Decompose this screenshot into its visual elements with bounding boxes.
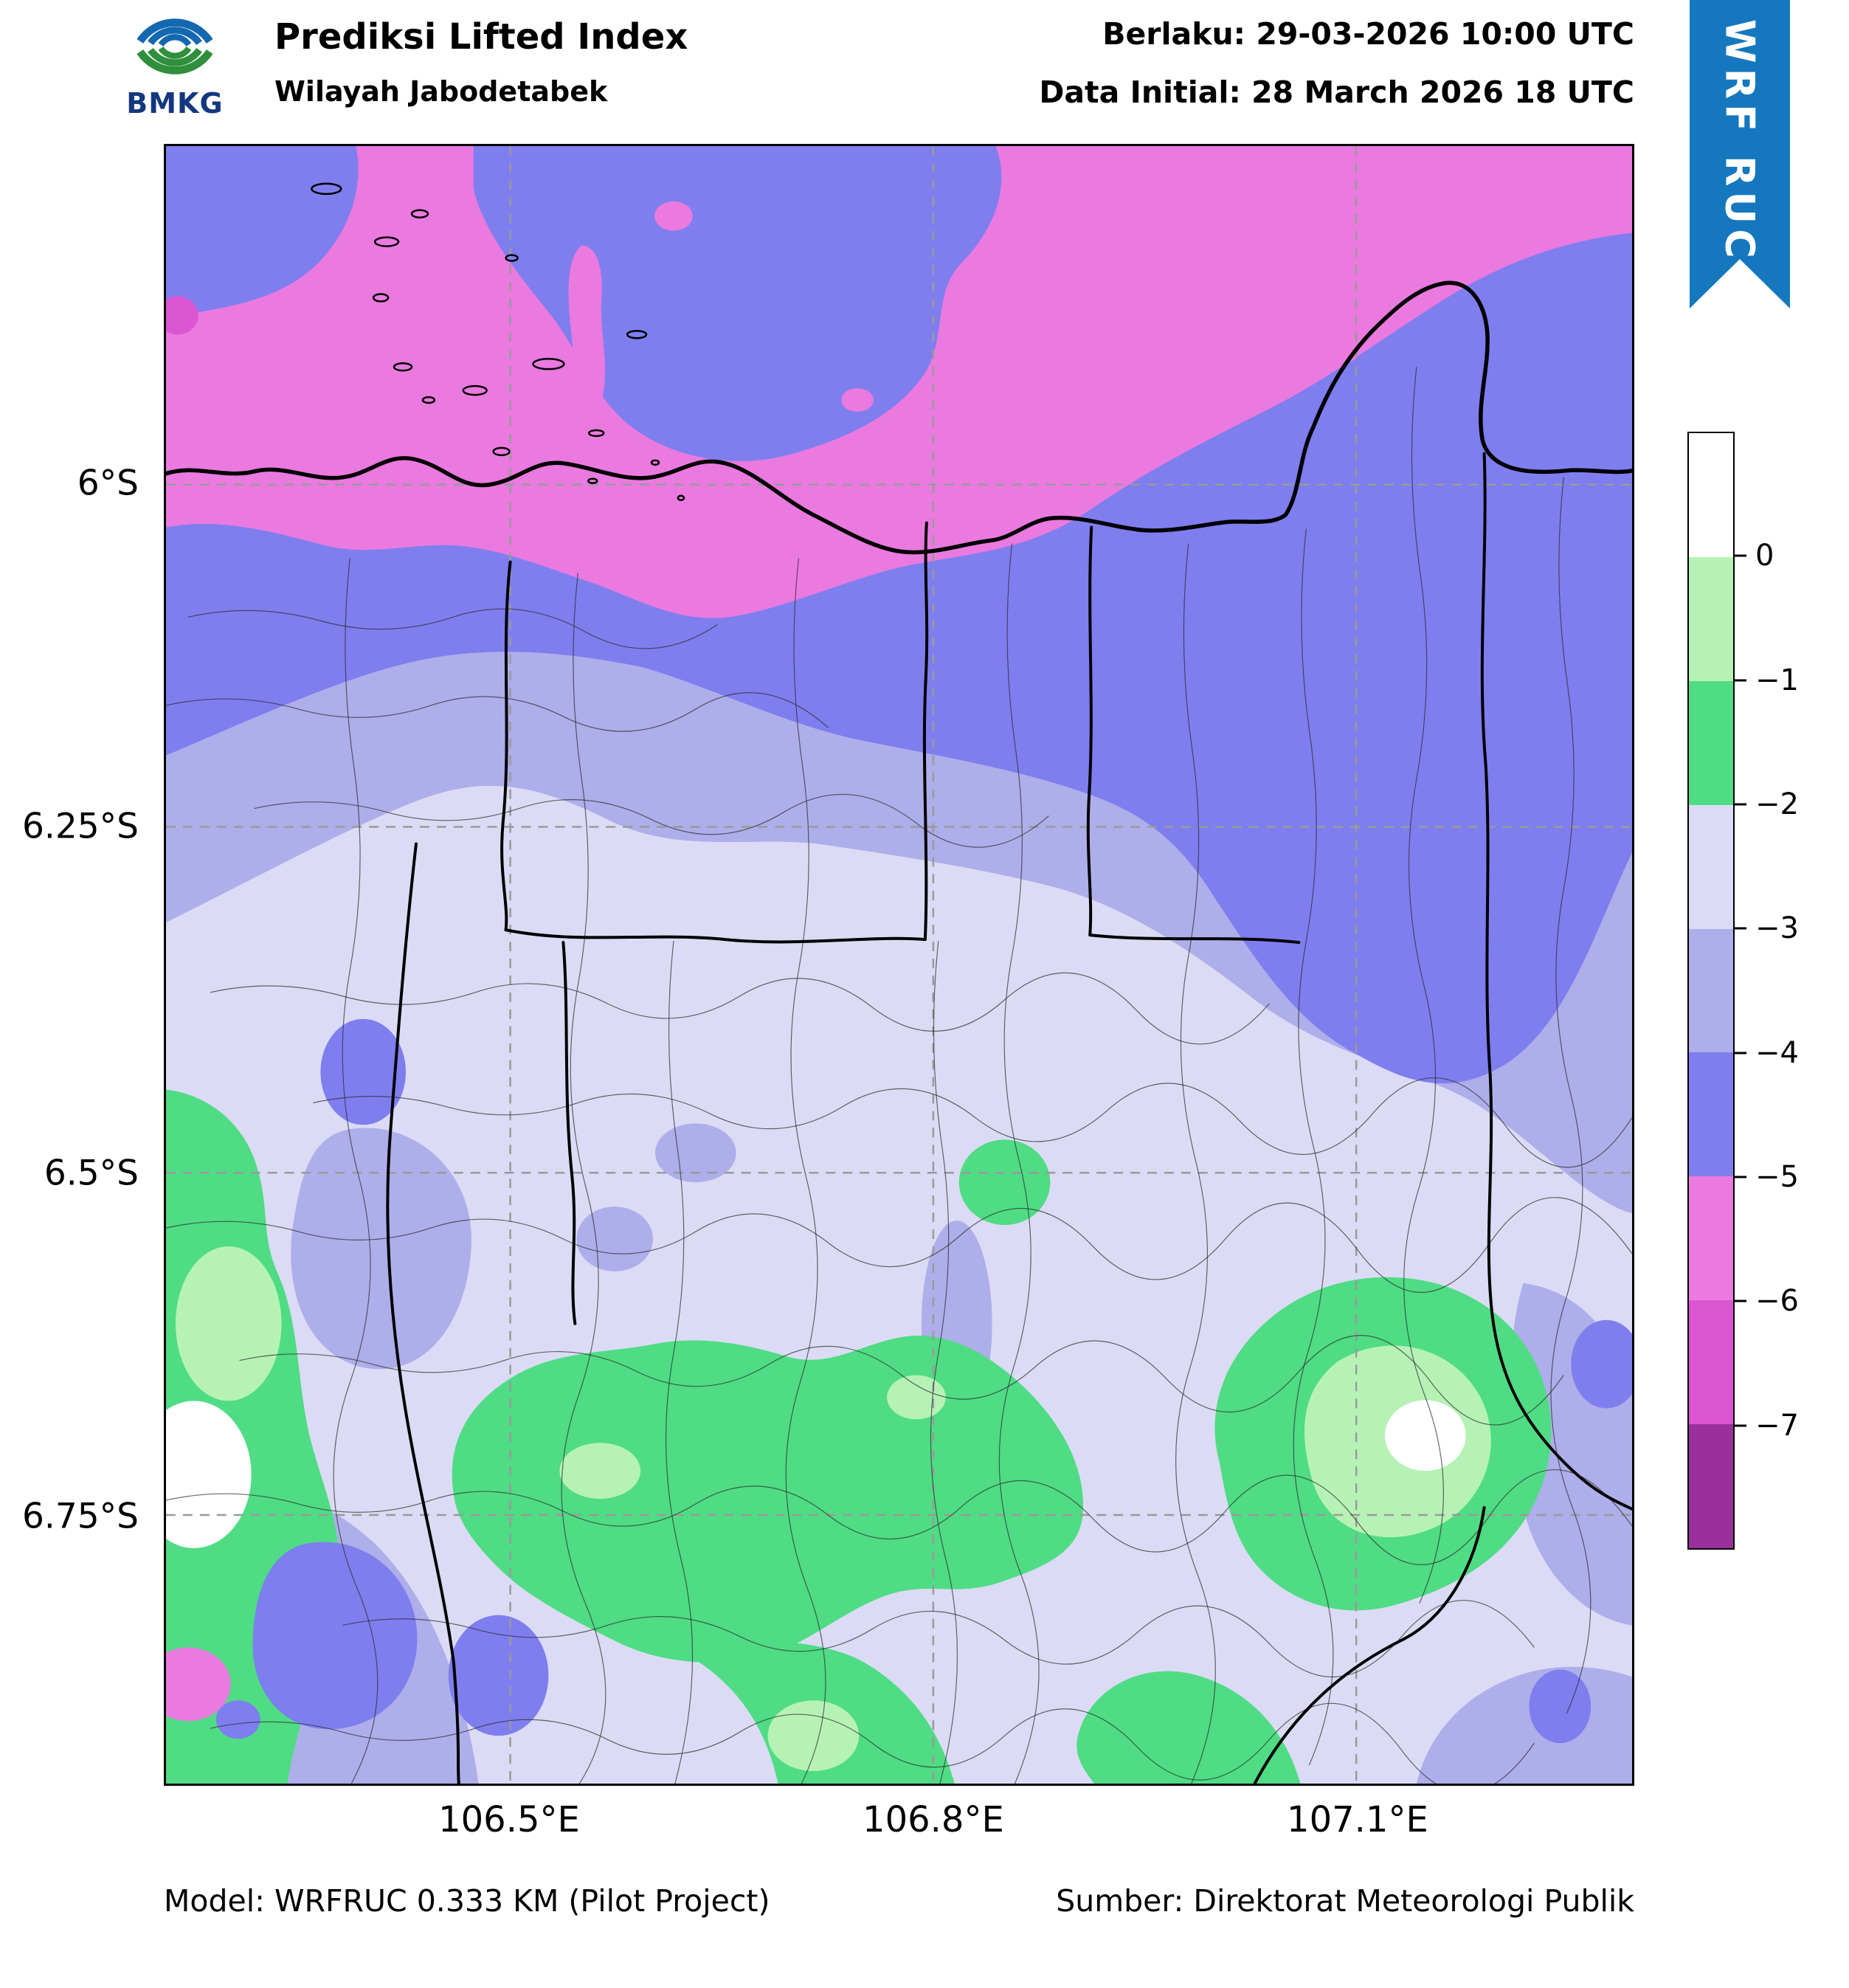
ribbon-label: WRF RUC <box>1716 19 1763 263</box>
admin-boundaries <box>386 452 1632 1784</box>
x-tick-label: 106.5°E <box>438 1799 580 1840</box>
colorbar-ticks: 0 −1 −2 −3 −4 −5 −6 −7 <box>1735 432 1849 1550</box>
bmkg-logo-icon <box>136 18 213 75</box>
x-tick-label: 107.1°E <box>1287 1799 1428 1840</box>
source-credit: Sumber: Direktorat Meteorologi Publik <box>1056 1883 1634 1919</box>
y-axis: 6°S 6.25°S 6.5°S 6.75°S <box>0 144 149 1786</box>
colorbar-segment <box>1689 1424 1733 1549</box>
bmkg-logo: BMKG <box>105 3 245 120</box>
x-axis: 106.5°E 106.8°E 107.1°E <box>164 1799 1634 1851</box>
colorbar-tick-label: −7 <box>1755 1408 1799 1443</box>
coastline <box>166 280 1632 555</box>
islands <box>311 182 685 501</box>
colorbar-tick-label: −4 <box>1755 1035 1799 1070</box>
colorbar-segment <box>1689 680 1733 805</box>
colorbar-tick-label: −6 <box>1755 1284 1799 1319</box>
colorbar-tick-mark <box>1735 679 1746 682</box>
colorbar-segment <box>1689 1300 1733 1425</box>
colorbar-segment <box>1689 804 1733 929</box>
map-frame <box>164 144 1634 1786</box>
y-tick-label: 6°S <box>77 463 139 504</box>
colorbar-tick-mark <box>1735 1052 1746 1055</box>
colorbar-segment <box>1689 556 1733 681</box>
colorbar-tick-mark <box>1735 927 1746 930</box>
colorbar-tick-label: −5 <box>1755 1160 1799 1194</box>
model-credit: Model: WRFRUC 0.333 KM (Pilot Project) <box>164 1883 770 1919</box>
map-canvas <box>166 146 1632 1784</box>
wrf-ruc-ribbon: WRF RUC <box>1690 0 1790 308</box>
colorbar-tick-mark <box>1735 1176 1746 1178</box>
bmkg-logo-label: BMKG <box>126 87 224 120</box>
lifted-index-field <box>166 146 1632 1784</box>
x-tick-label: 106.8°E <box>863 1799 1004 1840</box>
initial-time-label: Data Initial: 28 March 2026 18 UTC <box>1039 75 1634 110</box>
colorbar-tick-label: −1 <box>1755 663 1799 697</box>
colorbar <box>1687 432 1735 1550</box>
page-subtitle: Wilayah Jabodetabek <box>274 75 608 108</box>
colorbar-tick-label: −3 <box>1755 911 1799 946</box>
y-tick-label: 6.5°S <box>44 1153 139 1194</box>
graticule-gridlines <box>166 146 1632 1784</box>
time-info: Berlaku: 29-03-2026 10:00 UTC Data Initi… <box>1039 19 1634 108</box>
colorbar-tick-label: −2 <box>1755 787 1799 821</box>
colorbar-tick-mark <box>1735 803 1746 806</box>
colorbar-segment <box>1689 1176 1733 1301</box>
page-title: Prediksi Lifted Index <box>274 16 688 58</box>
valid-time-label: Berlaku: 29-03-2026 10:00 UTC <box>1102 16 1634 52</box>
colorbar-segment <box>1689 1052 1733 1177</box>
colorbar-tick-mark <box>1735 1300 1746 1302</box>
colorbar-segment <box>1689 433 1733 557</box>
colorbar-tick-mark <box>1735 554 1746 557</box>
colorbar-tick-label: 0 <box>1755 539 1774 573</box>
colorbar-tick-mark <box>1735 1424 1746 1427</box>
district-boundaries <box>166 367 1632 1784</box>
y-tick-label: 6.75°S <box>22 1496 139 1537</box>
colorbar-segment <box>1689 928 1733 1053</box>
y-tick-label: 6.25°S <box>22 806 139 847</box>
